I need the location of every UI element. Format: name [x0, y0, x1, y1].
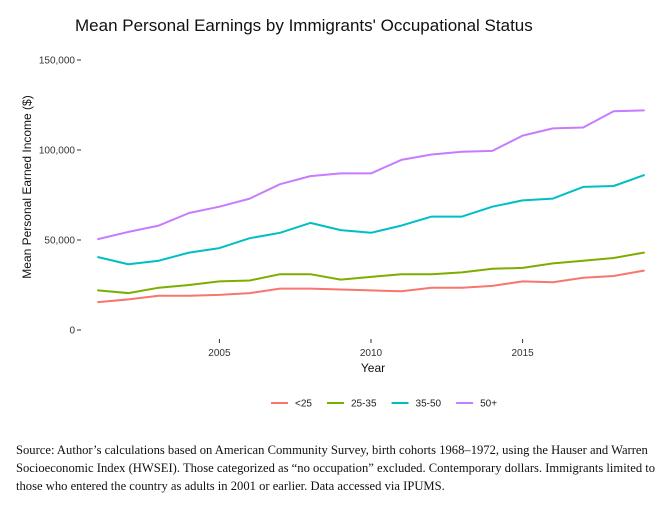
series-line [97, 109, 645, 241]
y-tick-label: 50,000 [44, 236, 75, 247]
x-axis-title: Year [361, 361, 385, 375]
x-tick-label: 2015 [511, 348, 534, 359]
legend-label: <25 [295, 399, 312, 410]
y-tick-label: 150,000 [39, 56, 76, 67]
y-axis: 0 50,000 100,000 150,000 [39, 56, 81, 337]
x-tick-label: 2010 [360, 348, 383, 359]
series-line [97, 174, 645, 266]
series-line [97, 251, 645, 295]
legend-label: 25-35 [351, 399, 377, 410]
series-line [97, 269, 645, 304]
legend-label: 35-50 [416, 399, 442, 410]
x-axis: 2005 2010 2015 [208, 339, 534, 359]
y-axis-title: Mean Personal Earned Income ($) [20, 95, 34, 278]
chart-title: Mean Personal Earnings by Immigrants' Oc… [75, 16, 533, 35]
y-tick-label: 100,000 [39, 146, 76, 157]
legend: <25 25-35 35-50 50+ [271, 399, 497, 410]
line-chart: Mean Personal Earnings by Immigrants' Oc… [20, 16, 645, 410]
legend-label: 50+ [480, 399, 497, 410]
source-caption: Source: Author’s calculations based on A… [16, 443, 656, 493]
y-tick-label: 0 [69, 326, 75, 337]
x-tick-label: 2005 [208, 348, 231, 359]
series-lines [97, 109, 645, 304]
